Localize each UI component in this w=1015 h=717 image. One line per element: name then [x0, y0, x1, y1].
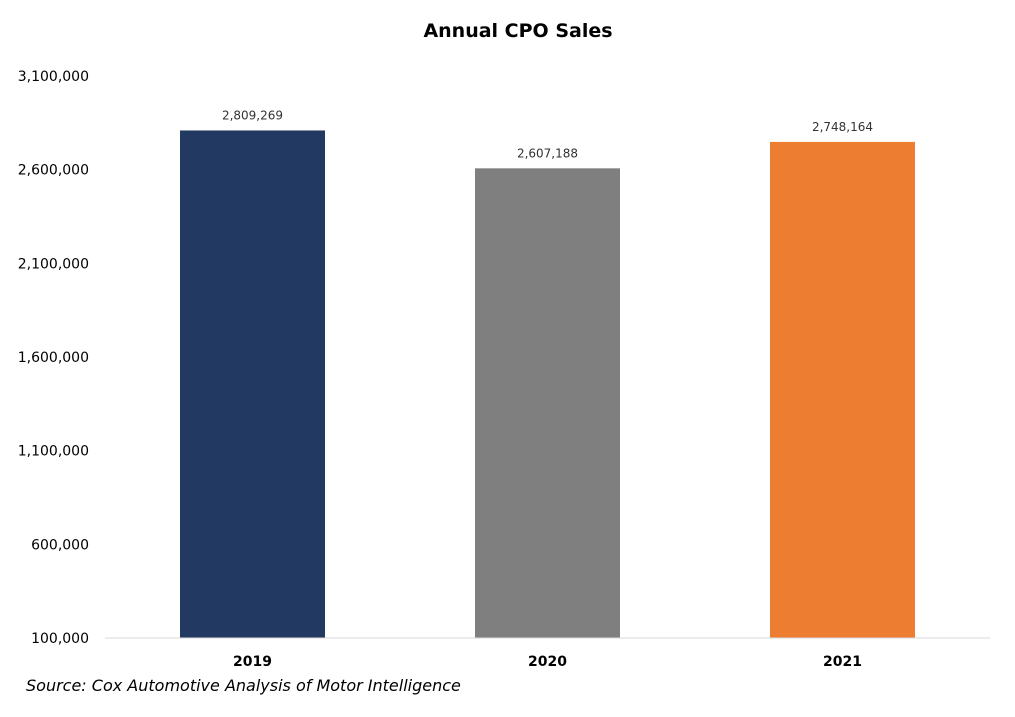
y-axis-ticks: 100,000 600,000 1,100,000 1,600,000 2,100,00… [18, 69, 89, 647]
data-labels: 2,809,269 2,607,188 2,748,164 [222, 108, 873, 160]
y-tick-label: 600,000 [31, 537, 89, 553]
data-label: 2,748,164 [812, 120, 873, 134]
data-label: 2,607,188 [517, 146, 578, 160]
y-tick-label: 1,600,000 [18, 350, 89, 366]
source-note: Source: Cox Automotive Analysis of Motor… [26, 676, 461, 695]
chart-title: Annual CPO Sales [423, 20, 612, 42]
y-tick-label: 2,100,000 [18, 256, 89, 272]
y-tick-label: 3,100,000 [18, 69, 89, 85]
y-tick-label: 100,000 [31, 631, 89, 647]
y-tick-label: 2,600,000 [18, 163, 89, 179]
bars [180, 130, 915, 638]
x-axis-ticks: 2019 2020 2021 [233, 654, 862, 670]
data-label: 2,809,269 [222, 108, 283, 122]
bar-2020 [475, 168, 620, 638]
x-tick-label: 2020 [528, 654, 567, 670]
bar-2019 [180, 130, 325, 638]
x-tick-label: 2021 [823, 654, 862, 670]
y-tick-label: 1,100,000 [18, 444, 89, 460]
bar-2021 [770, 141, 915, 638]
x-tick-label: 2019 [233, 654, 272, 670]
